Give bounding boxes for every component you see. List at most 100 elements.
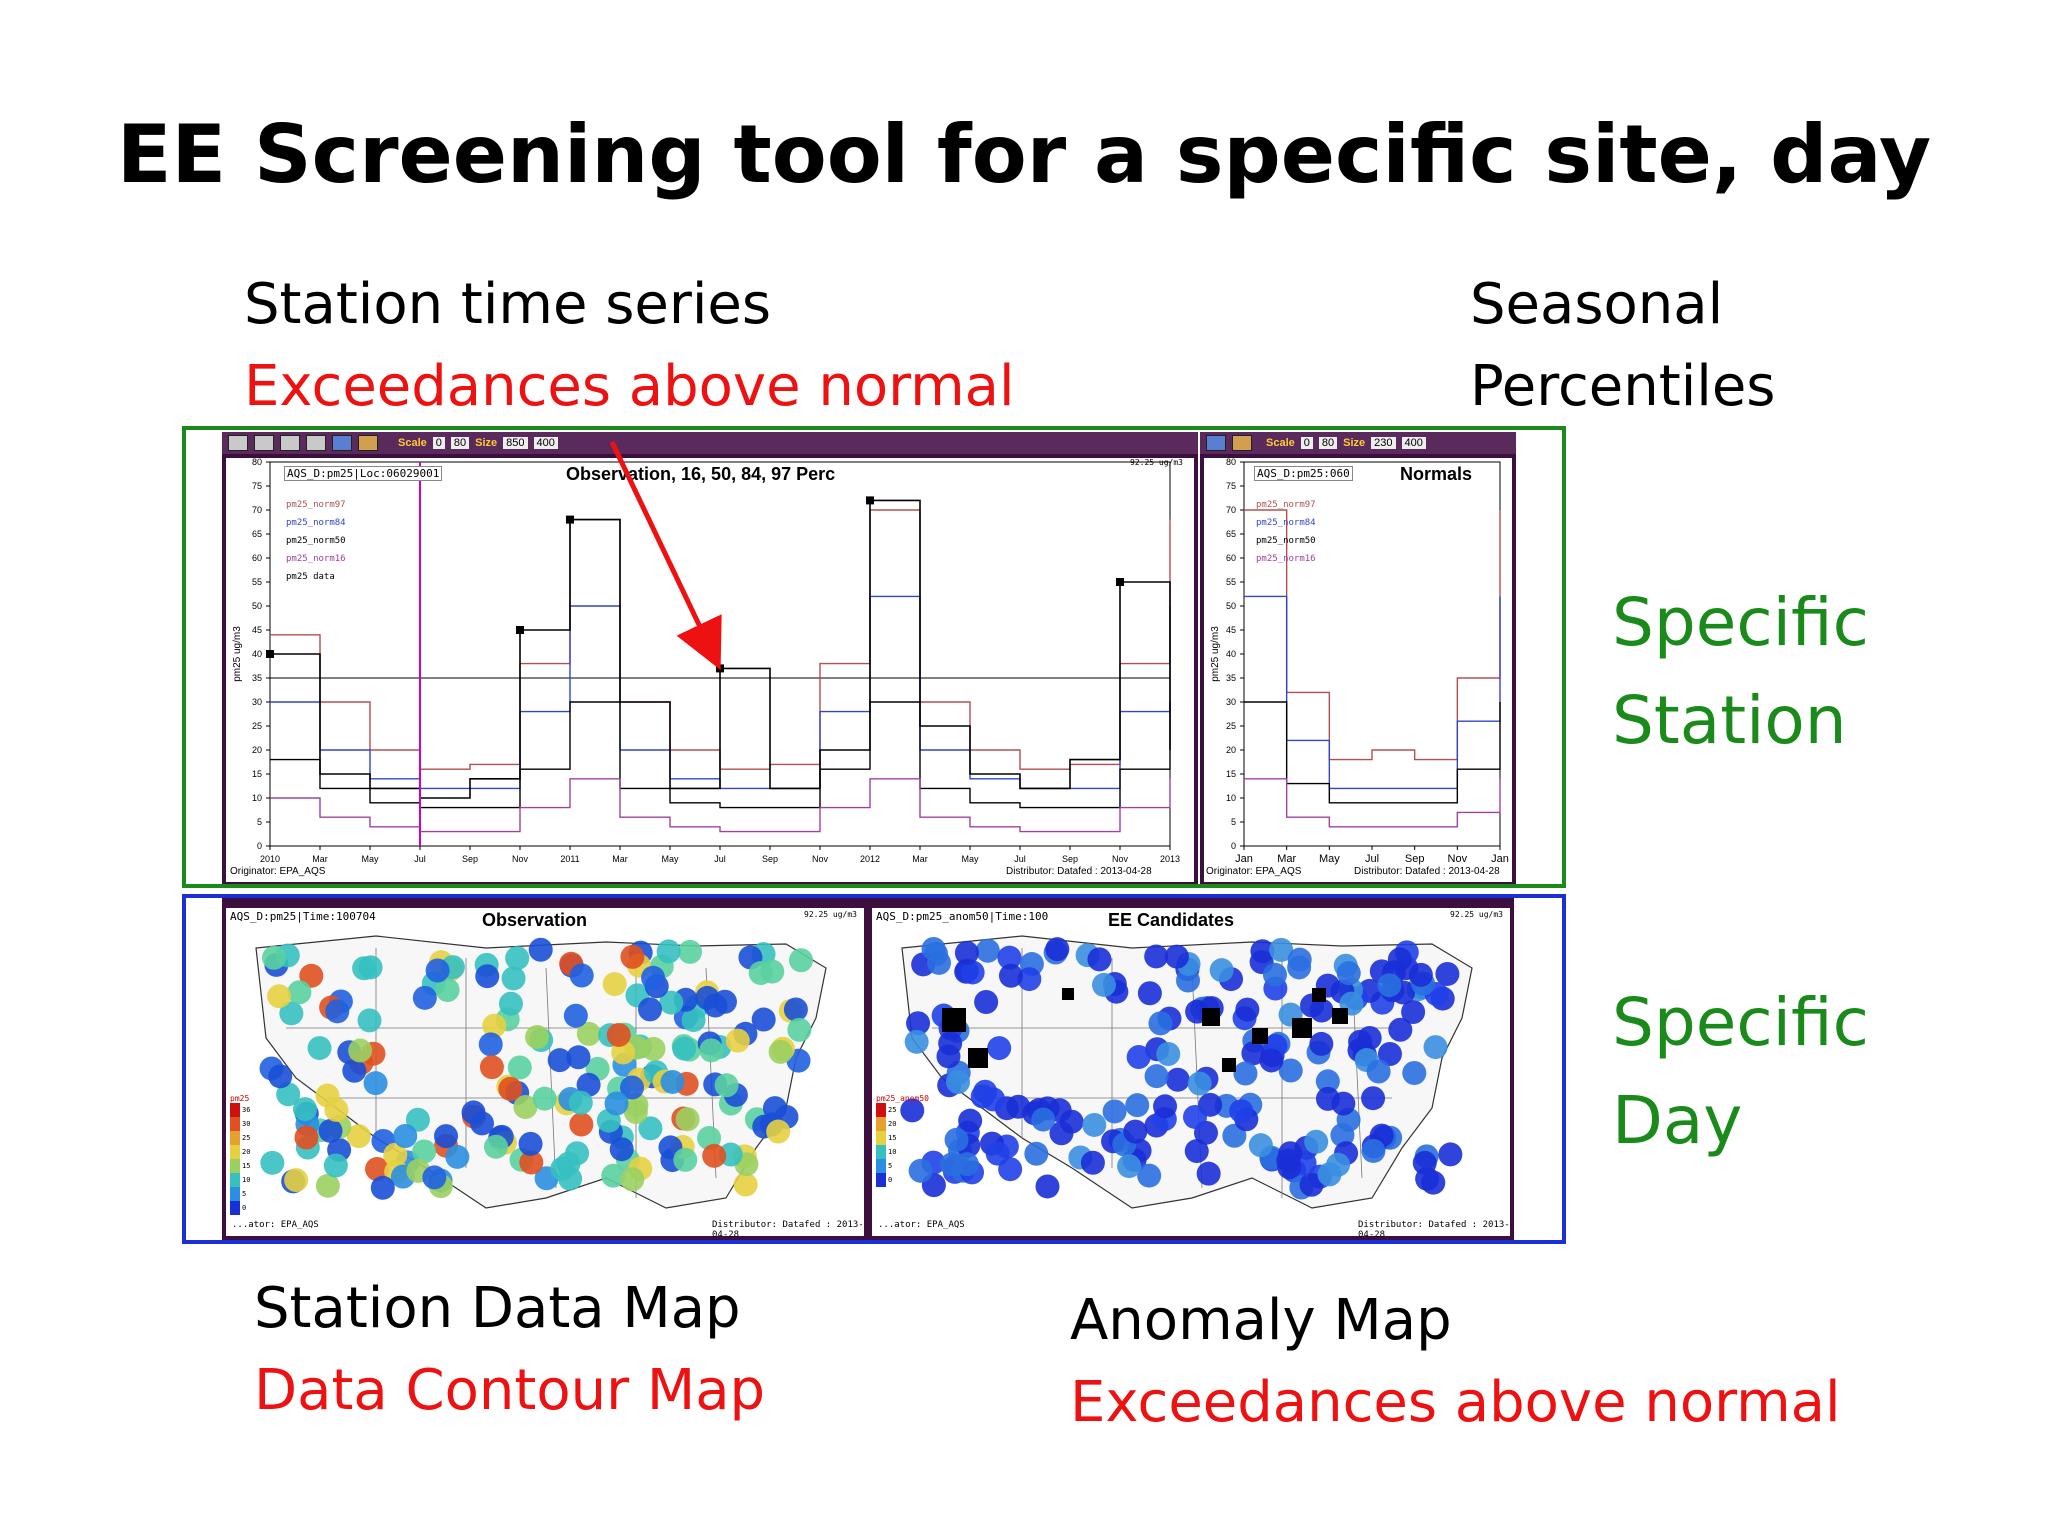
exceedance-site-marker — [968, 1048, 988, 1068]
zoom-in-icon[interactable] — [228, 435, 248, 451]
legend-color — [876, 1131, 886, 1145]
caption-seasonal: Seasonal — [1470, 272, 1724, 337]
data-hex — [768, 1039, 793, 1064]
x-tick-label: May — [961, 854, 979, 864]
x-tick-label: Nov — [1112, 854, 1129, 864]
data-hex — [656, 939, 681, 964]
size-width-input[interactable]: 230 — [1371, 437, 1396, 449]
ee-map-panel: AQS_D:pm25_anom50|Time:100 EE Candidates… — [868, 894, 1514, 1240]
ee-map — [900, 935, 1473, 1209]
data-hex — [513, 1094, 538, 1119]
size-height-input[interactable]: 400 — [1401, 437, 1426, 449]
layers-icon[interactable] — [1206, 435, 1226, 451]
data-hex — [1209, 958, 1234, 983]
obs-map-originator: ...ator: EPA_AQS — [232, 1220, 319, 1230]
data-hex — [279, 1001, 304, 1026]
x-tick-label: Mar — [912, 854, 928, 864]
data-hex — [975, 938, 1000, 963]
data-hex — [1184, 1139, 1209, 1164]
y-tick-label: 20 — [252, 745, 262, 755]
legend-item: pm25_norm97 — [1256, 500, 1316, 510]
y-tick-label: 60 — [1226, 553, 1236, 563]
data-hex — [1278, 1058, 1303, 1083]
normals-chart: 0 5 10 15 20 25 30 35 40 45 50 55 60 65 70 75 80 pm25 ug/… — [1210, 457, 1509, 865]
y-tick-label: 75 — [252, 481, 262, 491]
data-hex — [276, 1082, 301, 1107]
data-hex — [733, 1172, 758, 1197]
legend-title: pm25_anom50 — [876, 1094, 929, 1103]
data-hex — [556, 1151, 581, 1176]
normals-distributor: Distributor: Datafed : 2013-04-28 — [1354, 866, 1500, 877]
y-tick-label: 80 — [252, 458, 262, 467]
series-line-pm25-norm84 — [1244, 595, 1501, 790]
obs-map-title: Observation — [482, 910, 588, 930]
data-hex — [470, 1111, 495, 1136]
caption-data-contour-map: Data Contour Map — [254, 1358, 766, 1423]
data-hex — [260, 1150, 285, 1175]
data-hex — [1309, 1031, 1334, 1056]
y-tick-label: 35 — [252, 673, 262, 683]
timeseries-legend: pm25_norm97 pm25_norm84 pm25_norm50 pm25_no… — [286, 496, 346, 586]
data-hex — [1412, 1150, 1437, 1175]
data-hex — [475, 964, 500, 989]
legend-swatch: 10 — [876, 1145, 929, 1159]
legend-swatch: 20 — [230, 1145, 250, 1159]
y-tick-label: 50 — [252, 601, 262, 611]
data-hex — [699, 1038, 724, 1063]
legend-value: 20 — [242, 1148, 251, 1156]
caption-exceedances-bottom: Exceedances above normal — [1070, 1370, 1841, 1435]
legend-item: pm25_norm50 — [1256, 536, 1316, 546]
timeseries-title: Observation, 16, 50, 84, 97 Perc — [566, 464, 836, 484]
data-hex — [478, 1032, 503, 1057]
data-hex — [501, 966, 526, 991]
data-hex — [939, 1152, 964, 1177]
export-icon[interactable] — [358, 435, 378, 451]
obs-map-units: 92.25 ug/m3 — [804, 910, 857, 919]
exceedance-site-marker — [1292, 1018, 1312, 1038]
y-axis-label: pm25 ug/m3 — [232, 626, 243, 682]
specific-station-frame — [182, 426, 1566, 888]
y-tick-label: 0 — [257, 841, 262, 851]
data-hex — [1235, 997, 1260, 1022]
y-tick-label: 60 — [252, 553, 262, 563]
data-hex — [1304, 1129, 1329, 1154]
scale-min-input[interactable]: 0 — [1300, 437, 1313, 449]
layers-icon[interactable] — [332, 435, 352, 451]
y-tick-label: 55 — [1226, 577, 1236, 587]
data-hex — [1435, 961, 1460, 986]
data-hex — [1287, 955, 1312, 980]
caption-percentiles: Percentiles — [1470, 354, 1776, 419]
label-specific-1: Specific — [1612, 584, 1869, 661]
data-hex — [405, 1107, 430, 1132]
pan-icon[interactable] — [280, 435, 300, 451]
refresh-icon[interactable] — [306, 435, 326, 451]
data-hex — [482, 1013, 507, 1038]
data-hex — [1006, 1094, 1031, 1119]
data-hex — [1348, 1029, 1373, 1054]
y-tick-label: 65 — [1226, 529, 1236, 539]
legend-color — [230, 1173, 240, 1187]
export-icon[interactable] — [1232, 435, 1252, 451]
x-tick-label: 2013 — [1160, 854, 1180, 864]
y-tick-label: 55 — [252, 577, 262, 587]
size-width-input[interactable]: 850 — [503, 437, 528, 449]
scale-max-input[interactable]: 80 — [1318, 437, 1338, 449]
normals-header: AQS_D:pm25:060 — [1254, 466, 1353, 481]
timeseries-units: 92.25 ug/m3 — [1130, 458, 1183, 467]
y-tick-label: 15 — [252, 769, 262, 779]
data-hex — [363, 1071, 388, 1096]
scale-min-input[interactable]: 0 — [432, 437, 445, 449]
scale-max-input[interactable]: 80 — [450, 437, 470, 449]
legend-color — [876, 1173, 886, 1187]
data-hex — [1156, 1042, 1181, 1067]
data-hex — [383, 1142, 408, 1167]
data-hex — [307, 1036, 332, 1061]
data-hex — [1137, 1163, 1162, 1188]
size-height-input[interactable]: 400 — [533, 437, 558, 449]
x-tick-label: 2011 — [560, 854, 579, 864]
zoom-out-icon[interactable] — [254, 435, 274, 451]
data-hex — [352, 956, 377, 981]
data-hex — [365, 1156, 390, 1181]
data-hex — [1222, 1123, 1247, 1148]
